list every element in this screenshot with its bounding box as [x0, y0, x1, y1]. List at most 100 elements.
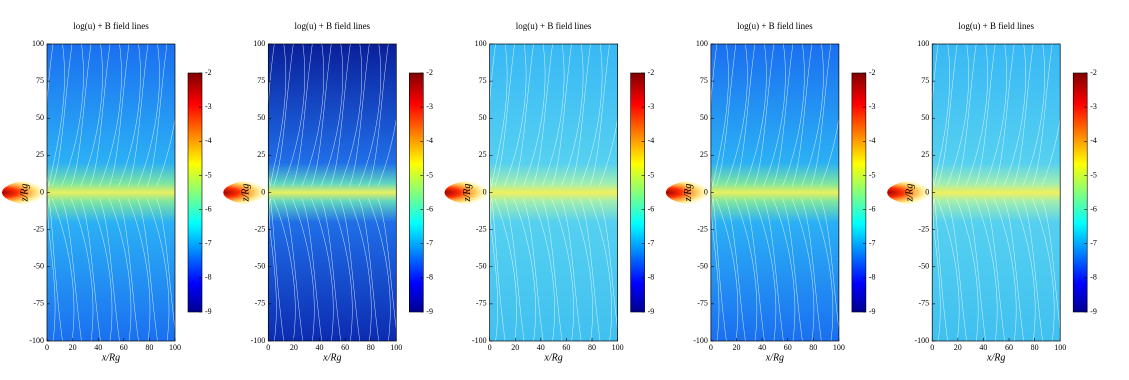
- x-tick-label: 40: [316, 343, 324, 352]
- colorbar-tick-label: -6: [869, 204, 876, 213]
- colorbar-tick-label: -7: [648, 239, 655, 248]
- field-line: [368, 43, 389, 187]
- colorbar-tick-label: -2: [869, 68, 876, 77]
- field-line: [946, 198, 967, 342]
- y-tick-label: -75: [919, 299, 930, 308]
- field-line: [48, 43, 65, 187]
- y-tick-label: 75: [700, 76, 708, 85]
- field-line: [984, 198, 1005, 342]
- field-line: [820, 198, 841, 342]
- y-axis-label: z/Rg: [462, 184, 473, 203]
- x-tick-label: 100: [612, 343, 624, 352]
- field-line: [80, 43, 103, 187]
- field-line: [1022, 198, 1043, 342]
- colorbar-tick-label: -4: [1090, 136, 1097, 145]
- field-line: [108, 43, 130, 187]
- field-line: [763, 198, 784, 342]
- y-tick-label: 100: [696, 39, 708, 48]
- field-line: [490, 198, 498, 342]
- field-line: [725, 198, 746, 342]
- colorbar-tick-label: -3: [1090, 102, 1097, 111]
- field-line: [712, 43, 729, 187]
- field-line: [579, 43, 603, 187]
- field-line: [270, 198, 285, 342]
- field-line: [753, 43, 775, 187]
- field-line: [89, 198, 113, 342]
- field-line: [146, 43, 168, 187]
- field-line: [936, 198, 960, 342]
- x-tick-label: 100: [390, 343, 402, 352]
- field-line: [715, 43, 737, 187]
- x-tick-label: 0: [45, 343, 49, 352]
- field-line: [1031, 198, 1055, 342]
- y-tick-label: -75: [33, 299, 44, 308]
- field-line: [579, 198, 601, 342]
- field-line: [80, 198, 101, 342]
- field-line: [712, 198, 727, 342]
- x-tick-label: 20: [511, 343, 519, 352]
- y-tick-label: -100: [472, 336, 487, 345]
- colorbar-tick-label: -4: [869, 136, 876, 145]
- x-tick-label: 40: [94, 343, 102, 352]
- colorbar-tick-label: -2: [1090, 68, 1097, 77]
- colorbar-tick-label: -4: [648, 136, 655, 145]
- field-line: [734, 198, 758, 342]
- colorbar-tick-label: -8: [205, 273, 212, 282]
- field-line: [273, 43, 294, 187]
- field-line: [570, 198, 593, 342]
- x-tick-label: 40: [758, 343, 766, 352]
- y-tick-label: 25: [257, 150, 265, 159]
- field-line: [118, 43, 141, 187]
- colorbar: [1072, 72, 1088, 313]
- y-tick-label: -100: [29, 336, 44, 345]
- x-tick-label: 80: [145, 343, 153, 352]
- y-tick-label: 50: [700, 113, 708, 122]
- x-tick-label: 20: [69, 343, 77, 352]
- y-tick-label: 0: [40, 187, 44, 196]
- panel-title: log(u) + B field lines: [295, 21, 371, 31]
- field-line: [598, 43, 622, 187]
- x-tick-label: 60: [341, 343, 349, 352]
- field-line: [320, 43, 344, 187]
- field-line: [330, 198, 353, 342]
- colorbar-tick-label: -8: [426, 273, 433, 282]
- x-tick-label: 0: [709, 343, 713, 352]
- y-tick-label: -25: [33, 224, 44, 233]
- colorbar-tick-label: -7: [869, 239, 876, 248]
- y-tick-label: 25: [479, 150, 487, 159]
- field-line: [955, 43, 977, 187]
- y-tick-label: 25: [700, 150, 708, 159]
- field-line: [339, 198, 361, 342]
- colorbar-tick-label: -3: [648, 102, 655, 111]
- field-line: [377, 198, 399, 342]
- colorbar-tick-label: -3: [205, 102, 212, 111]
- y-tick-label: 75: [257, 76, 265, 85]
- x-axis-label: x/Rg: [765, 352, 784, 363]
- x-tick-label: 20: [954, 343, 962, 352]
- field-line: [137, 43, 160, 187]
- field-line: [965, 43, 988, 187]
- x-tick-label: 80: [809, 343, 817, 352]
- field-line: [763, 43, 786, 187]
- field-line: [70, 43, 92, 187]
- x-tick-label: 60: [1005, 343, 1013, 352]
- field-line: [782, 198, 803, 342]
- colorbar: [630, 72, 645, 313]
- colorbar-tick-label: -3: [869, 102, 876, 111]
- colorbar-tick-label: -9: [426, 307, 433, 316]
- x-tick-label: 80: [1031, 343, 1039, 352]
- colorbar-tick-label: -6: [648, 204, 655, 213]
- colorbar-tick-label: -3: [426, 102, 433, 111]
- field-line: [711, 198, 720, 342]
- y-tick-label: 50: [36, 113, 44, 122]
- field-line: [127, 198, 151, 342]
- field-line: [491, 43, 508, 187]
- field-line: [801, 198, 822, 342]
- y-tick-label: -50: [255, 262, 266, 271]
- x-axis-label: x/Rg: [986, 352, 1005, 363]
- field-line: [99, 198, 120, 342]
- y-tick-label: -25: [919, 224, 930, 233]
- y-tick-label: -50: [33, 262, 44, 271]
- colorbar-tick-label: -8: [648, 273, 655, 282]
- panel-title: log(u) + B field lines: [516, 21, 592, 31]
